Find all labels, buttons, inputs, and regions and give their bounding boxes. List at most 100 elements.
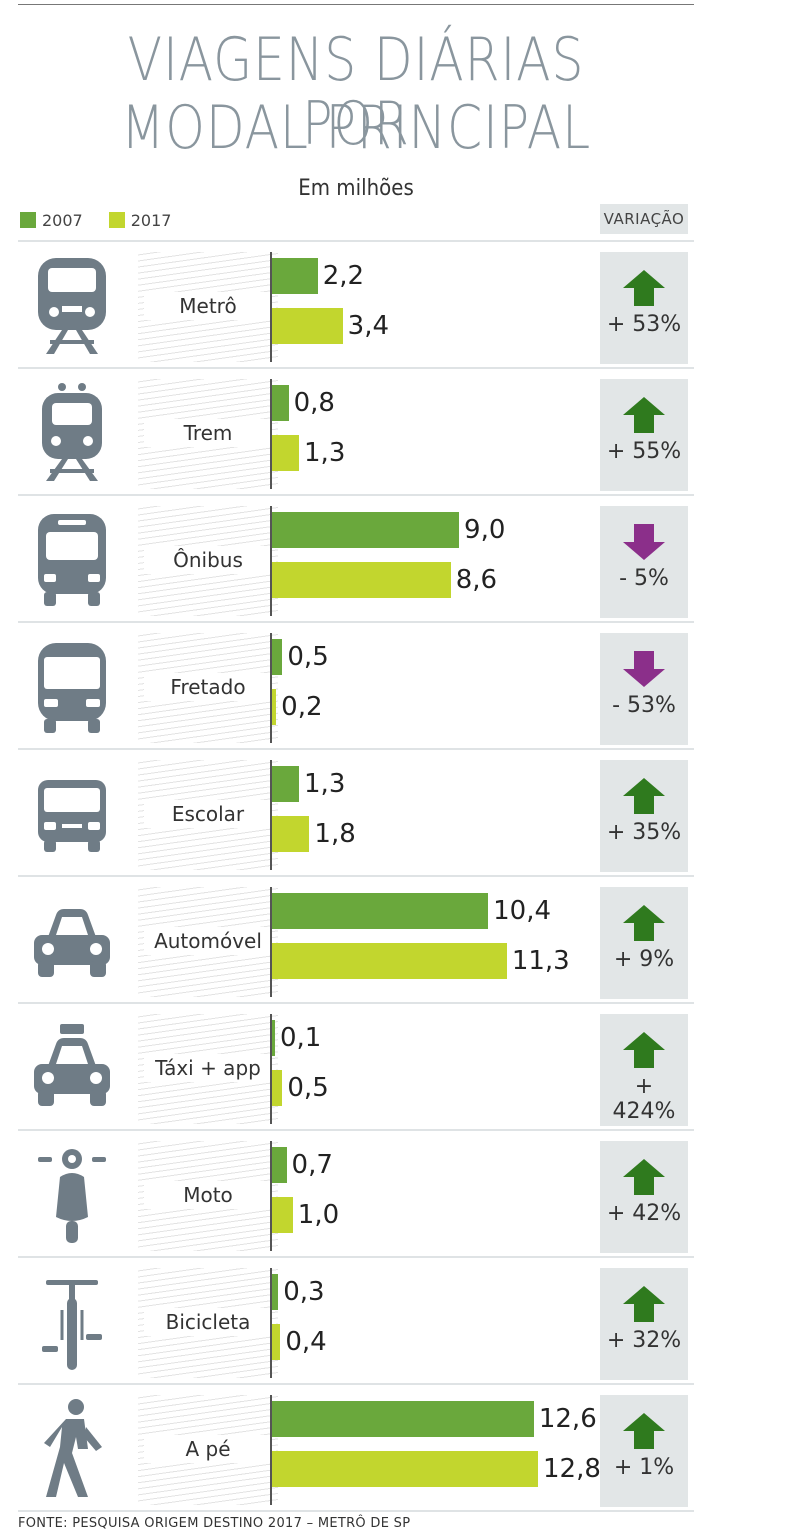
pedestrian-icon (32, 1397, 112, 1501)
bar-axis (270, 506, 272, 616)
bar-2017 (272, 689, 277, 725)
value-label-2007: 10,4 (493, 896, 552, 926)
variation-box: + 9% (600, 887, 688, 999)
variation-percent: + 53% (606, 312, 682, 337)
variation-box: + 55% (600, 379, 688, 491)
row-divider (18, 1256, 694, 1258)
value-label-2017: 0,5 (287, 1073, 329, 1103)
category-label: Bicicleta (144, 1308, 272, 1336)
train-icon (32, 381, 112, 485)
variation-heading: VARIAÇÃO (600, 204, 688, 234)
value-label-2007: 9,0 (464, 515, 506, 545)
row-divider (18, 240, 694, 242)
chart-row: Moto 0,7 1,0 + 42% (18, 1133, 694, 1260)
chart-row: Automóvel 10,4 11,3 + 9% (18, 879, 694, 1006)
bar-axis (270, 252, 272, 362)
variation-box: + 35% (600, 760, 688, 872)
row-divider (18, 621, 694, 623)
legend-swatch-2007 (20, 212, 36, 228)
bar-2007 (272, 385, 289, 421)
bar-2017 (272, 1451, 538, 1487)
category-label: Fretado (144, 673, 272, 701)
bar-2017 (272, 1070, 283, 1106)
chart-row: Ônibus 9,0 8,6 - 5% (18, 498, 694, 625)
arrow-up-icon (623, 397, 665, 433)
scooter-icon (32, 1143, 112, 1247)
variation-percent: - 5% (619, 566, 669, 591)
bar-2007 (272, 1147, 287, 1183)
bus-icon (32, 508, 112, 612)
arrow-up-icon (623, 778, 665, 814)
value-label-2007: 2,2 (322, 261, 365, 291)
category-label: A pé (144, 1435, 272, 1463)
chart-title-line1: VIAGENS DIÁRIAS POR (127, 25, 585, 159)
legend-item-2017: 2017 (108, 210, 172, 230)
bar-axis (270, 1268, 272, 1378)
value-label-2017: 11,3 (511, 946, 570, 976)
bar-2007 (272, 639, 283, 675)
bar-axis (270, 633, 272, 743)
bar-2007 (272, 258, 318, 294)
top-rule (18, 4, 694, 5)
bar-2017 (272, 1324, 281, 1360)
value-label-2017: 1,8 (314, 819, 356, 849)
value-label-2007: 1,3 (304, 769, 346, 799)
category-label: Trem (144, 419, 272, 447)
value-label-2017: 8,6 (455, 565, 498, 595)
row-divider (18, 875, 694, 877)
legend-label-2017: 2017 (130, 210, 172, 230)
variation-box: - 5% (600, 506, 688, 618)
variation-percent: + 35% (606, 820, 682, 845)
variation-box: + 42% (600, 1141, 688, 1253)
bar-2017 (272, 943, 507, 979)
arrow-up-icon (623, 1286, 665, 1322)
bar-2017 (272, 435, 300, 471)
variation-box: - 53% (600, 633, 688, 745)
value-label-2007: 0,1 (280, 1023, 322, 1053)
value-label-2017: 3,4 (347, 311, 390, 341)
chart-row: Táxi + app 0,1 0,5 + 424% (18, 1006, 694, 1133)
bar-2017 (272, 816, 310, 852)
bar-axis (270, 1014, 272, 1124)
legend-label-2007: 2007 (42, 210, 83, 230)
category-label: Escolar (144, 800, 272, 828)
bar-2017 (272, 1197, 293, 1233)
value-label-2017: 0,4 (285, 1327, 327, 1357)
category-label: Táxi + app (144, 1054, 272, 1082)
legend-item-2007: 2007 (20, 211, 83, 230)
variation-box: + 32% (600, 1268, 688, 1380)
arrow-up-icon (623, 1032, 665, 1068)
variation-percent: + 9% (613, 947, 675, 972)
category-label: Ônibus (144, 546, 272, 574)
legend: 2007 2017 (20, 208, 197, 232)
legend-swatch-2017 (108, 212, 125, 228)
taxi-icon (32, 1016, 112, 1120)
arrow-up-icon (623, 1413, 665, 1449)
variation-percent: - 53% (612, 693, 676, 718)
bar-axis (270, 1141, 272, 1251)
variation-box: + 53% (600, 252, 688, 364)
bar-2007 (272, 893, 489, 929)
value-label-2007: 12,6 (538, 1404, 597, 1434)
row-divider (18, 1383, 694, 1385)
charter-bus-icon (32, 635, 112, 739)
row-divider (18, 1510, 694, 1512)
bar-axis (270, 887, 272, 997)
chart-row: Escolar 1,3 1,8 + 35% (18, 752, 694, 879)
bar-2007 (272, 1020, 275, 1056)
bar-2007 (272, 1401, 534, 1437)
chart-row: Metrô 2,2 3,4 + 53% (18, 244, 694, 371)
value-label-2007: 0,8 (293, 388, 335, 418)
variation-box: + 424% (600, 1014, 688, 1126)
row-divider (18, 494, 694, 496)
row-divider (18, 367, 694, 369)
chart-row: Fretado 0,5 0,2 - 53% (18, 625, 694, 752)
chart-subtitle: Em milhões (298, 176, 414, 201)
arrow-up-icon (623, 1159, 665, 1195)
metro-train-icon (32, 254, 112, 358)
bar-axis (270, 1395, 272, 1505)
arrow-down-icon (623, 651, 665, 687)
arrow-down-icon (623, 524, 665, 560)
source-note: FONTE: PESQUISA ORIGEM DESTINO 2017 – ME… (18, 1516, 411, 1531)
arrow-up-icon (623, 905, 665, 941)
